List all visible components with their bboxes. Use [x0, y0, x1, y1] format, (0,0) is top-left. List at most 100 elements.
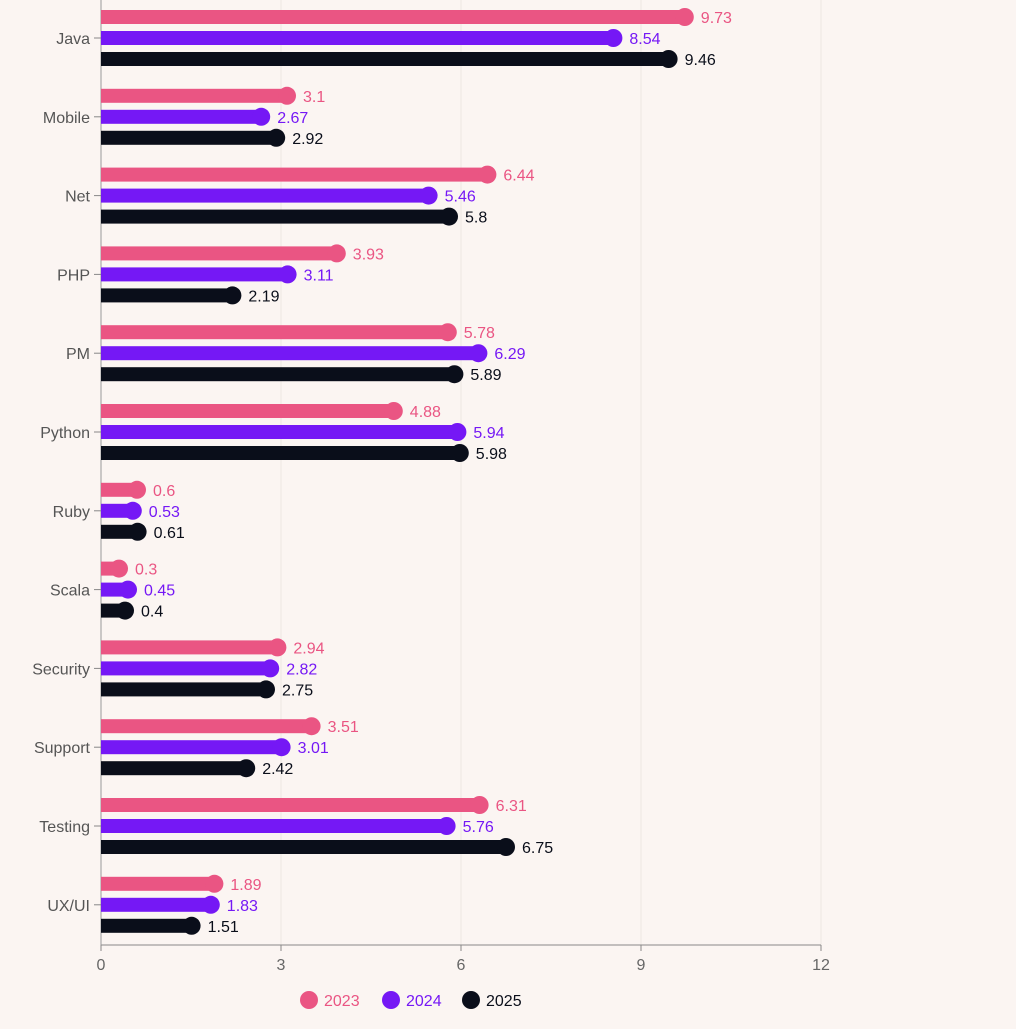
bar-end-dot-2025: [440, 207, 458, 226]
bar-2023: [101, 482, 137, 497]
value-label: 6.75: [522, 840, 553, 857]
bar-end-dot-2024: [119, 580, 137, 599]
bar-2024: [101, 897, 211, 912]
value-label: 3.1: [303, 89, 325, 106]
bar-end-dot-2024: [278, 265, 297, 284]
bar-2023: [101, 167, 488, 182]
bar-end-dot-2023: [384, 402, 403, 420]
bar-end-dot-2025: [128, 522, 147, 541]
bar-end-dot-2024: [252, 107, 271, 126]
bar-2024: [101, 740, 282, 755]
value-label: 4.88: [410, 404, 441, 421]
legend-label: 2025: [486, 993, 522, 1010]
bar-2023: [101, 798, 480, 812]
bar-end-dot-2024: [437, 817, 456, 835]
value-label: 0.53: [149, 504, 180, 521]
value-label: 5.98: [476, 446, 507, 463]
bar-end-dot-2023: [675, 8, 694, 26]
bar-end-dot-2023: [205, 874, 224, 893]
bar-2024: [101, 425, 458, 439]
bar-2025: [101, 682, 266, 697]
bar-2025: [101, 367, 455, 382]
category-label: Ruby: [53, 504, 90, 521]
bar-end-dot-2023: [268, 638, 287, 657]
value-label: 2.82: [286, 661, 317, 678]
value-label: 9.46: [685, 52, 716, 69]
value-label: 5.46: [445, 189, 476, 206]
bar-2025: [101, 209, 449, 224]
bar-end-dot-2024: [123, 501, 142, 520]
bar-2024: [101, 31, 614, 45]
category-label: Java: [56, 31, 90, 48]
bar-2025: [101, 288, 233, 303]
bar-end-dot-2025: [659, 50, 678, 68]
category-label: Net: [65, 189, 90, 206]
bar-end-dot-2024: [604, 29, 623, 47]
x-tick-label: 6: [457, 957, 466, 974]
bar-end-dot-2025: [257, 680, 275, 699]
bar-2025: [101, 130, 277, 145]
bar-2023: [101, 88, 287, 103]
bar-2025: [101, 524, 138, 539]
bar-2025: [101, 761, 247, 776]
value-label: 5.94: [473, 425, 504, 442]
value-label: 2.42: [262, 761, 293, 778]
value-label: 5.8: [465, 210, 487, 227]
bar-end-dot-2024: [201, 895, 220, 914]
bar-2023: [101, 719, 312, 734]
category-label: UX/UI: [47, 898, 90, 915]
legend-marker-2024: [382, 991, 400, 1009]
legend-label: 2023: [324, 993, 360, 1010]
value-label: 3.01: [298, 740, 329, 757]
value-label: 2.94: [293, 640, 324, 657]
bar-2024: [101, 346, 479, 361]
bar-2024: [101, 267, 288, 282]
bar-end-dot-2023: [478, 165, 497, 184]
category-label: Support: [34, 740, 91, 757]
bar-end-dot-2023: [110, 559, 128, 578]
value-label: 6.44: [503, 168, 534, 185]
legend-marker-2023: [300, 991, 318, 1009]
bar-end-dot-2025: [267, 128, 286, 147]
category-label: PM: [66, 346, 90, 363]
x-tick-label: 12: [812, 957, 830, 974]
value-label: 3.93: [353, 246, 384, 263]
bar-2024: [101, 819, 447, 833]
value-label: 8.54: [629, 31, 660, 48]
x-tick-label: 3: [277, 957, 286, 974]
value-label: 1.51: [208, 919, 239, 936]
bar-end-dot-2025: [223, 286, 242, 305]
bar-2025: [101, 840, 506, 854]
value-label: 5.76: [463, 819, 494, 836]
bar-end-dot-2023: [302, 717, 321, 736]
bar-end-dot-2025: [497, 838, 515, 856]
category-label: Python: [40, 425, 90, 442]
value-label: 0.3: [135, 562, 157, 579]
value-label: 0.6: [153, 483, 175, 500]
bar-2025: [101, 446, 460, 460]
x-tick-label: 0: [97, 957, 106, 974]
value-label: 5.78: [464, 325, 495, 342]
value-label: 0.4: [141, 604, 163, 621]
bar-end-dot-2024: [272, 738, 291, 757]
x-tick-label: 9: [637, 957, 646, 974]
bar-2023: [101, 325, 448, 340]
bar-end-dot-2023: [278, 86, 296, 105]
bar-2023: [101, 876, 215, 891]
bar-2023: [101, 640, 278, 655]
legend-label: 2024: [406, 993, 442, 1010]
value-label: 1.83: [227, 898, 258, 915]
value-label: 2.19: [248, 288, 279, 305]
value-label: 0.61: [154, 525, 185, 542]
value-label: 3.11: [304, 267, 334, 284]
category-label: Security: [32, 661, 90, 678]
bar-end-dot-2023: [128, 480, 146, 499]
bar-end-dot-2024: [469, 344, 488, 363]
value-label: 0.45: [144, 583, 175, 600]
category-label: PHP: [57, 267, 90, 284]
bar-2023: [101, 404, 394, 418]
category-label: Scala: [50, 583, 90, 600]
bar-2024: [101, 188, 429, 203]
bar-2024: [101, 661, 271, 676]
